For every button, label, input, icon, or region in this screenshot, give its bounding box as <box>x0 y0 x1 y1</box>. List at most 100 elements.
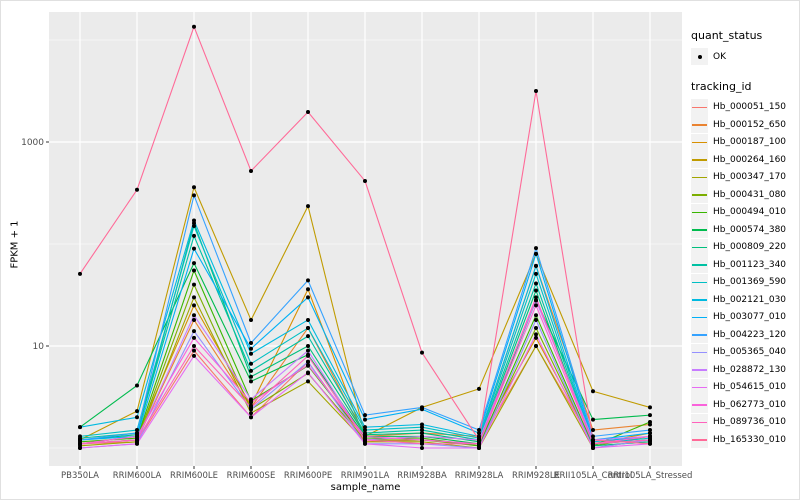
data-point <box>135 383 139 388</box>
legend-entry-label: Hb_054615_010 <box>713 382 787 393</box>
data-point <box>192 335 196 340</box>
data-point <box>591 446 595 450</box>
data-point <box>420 446 424 450</box>
legend-key <box>691 186 708 204</box>
data-point <box>249 368 253 373</box>
data-point <box>192 24 196 29</box>
data-point <box>135 431 139 436</box>
legend-tracking-id-title: tracking_id <box>691 79 752 93</box>
data-point <box>363 434 367 439</box>
legend-entry-label: Hb_003077_010 <box>713 312 787 323</box>
legend-entry: Hb_002121_030 <box>691 291 799 309</box>
data-point <box>591 389 595 394</box>
data-point <box>591 441 595 446</box>
legend-key <box>691 116 708 134</box>
legend-entry: Hb_000809_220 <box>691 238 799 257</box>
line-swatch-icon <box>692 229 707 231</box>
legend-entry: Hb_000152_650 <box>691 116 799 134</box>
data-point <box>78 434 82 439</box>
data-point <box>249 361 253 366</box>
line-swatch-icon <box>692 369 707 371</box>
data-point <box>363 425 367 430</box>
data-point <box>363 437 367 442</box>
legend-entry-label: Hb_000152_650 <box>713 119 787 130</box>
data-point <box>477 431 481 436</box>
line-swatch-icon <box>692 299 707 301</box>
data-point <box>306 287 310 292</box>
legend-entry-ok: OK <box>691 48 799 66</box>
data-point <box>306 359 310 364</box>
data-point <box>192 313 196 318</box>
data-point <box>477 437 481 442</box>
legend-key <box>691 238 708 256</box>
y-axis-title: FPKM + 1 <box>9 220 21 269</box>
data-point <box>306 278 310 283</box>
data-point <box>363 417 367 422</box>
data-point <box>78 437 82 442</box>
data-point <box>363 441 367 446</box>
data-point <box>306 348 310 353</box>
data-point <box>534 326 538 331</box>
y-tick-label: 10 <box>33 342 45 352</box>
data-point <box>306 370 310 375</box>
data-point <box>135 434 139 439</box>
data-point <box>363 413 367 418</box>
legend-entry: Hb_165330_010 <box>691 431 799 449</box>
data-point <box>363 428 367 433</box>
data-point <box>192 329 196 334</box>
data-point <box>477 441 481 446</box>
data-point <box>306 353 310 358</box>
data-point <box>534 89 538 94</box>
legend-key <box>691 413 708 431</box>
legend-key <box>691 256 708 274</box>
line-swatch-icon <box>692 106 707 109</box>
data-point <box>249 411 253 416</box>
legend-entry: Hb_001123_340 <box>691 256 799 274</box>
line-swatch-icon <box>692 194 707 196</box>
legend-key <box>691 326 708 344</box>
legend-entry-label: Hb_000431_080 <box>713 189 787 200</box>
data-point <box>135 415 139 420</box>
legend-entry-label: Hb_002121_030 <box>713 294 787 305</box>
line-swatch-icon <box>692 334 707 336</box>
data-point <box>648 441 652 446</box>
data-point <box>306 204 310 209</box>
data-point <box>591 417 595 422</box>
legend-entry: Hb_005365_040 <box>691 343 799 362</box>
data-point <box>306 326 310 331</box>
data-point <box>534 251 538 256</box>
legend-key <box>691 361 708 379</box>
data-point <box>420 405 424 410</box>
line-swatch-icon <box>692 264 707 266</box>
data-point <box>192 295 196 300</box>
legend-entry-label: Hb_005365_040 <box>713 347 787 358</box>
legend-key <box>691 151 708 169</box>
data-point <box>192 185 196 190</box>
data-point <box>192 224 196 229</box>
legend-entry: Hb_000494_010 <box>691 203 799 222</box>
data-point <box>534 313 538 318</box>
line-swatch-icon <box>692 351 707 354</box>
legend-key <box>691 431 708 449</box>
data-point <box>306 109 310 114</box>
data-point <box>192 246 196 251</box>
legend-quant-status-title: quant_status <box>691 29 763 42</box>
data-point <box>648 428 652 433</box>
x-tick-label: RRIM600LA <box>113 471 162 481</box>
data-point <box>192 233 196 238</box>
data-point <box>534 344 538 348</box>
line-swatch-icon <box>692 124 707 126</box>
legend-entry-label: Hb_000574_380 <box>713 224 787 235</box>
data-point <box>192 353 196 358</box>
data-point <box>534 303 538 308</box>
legend-key <box>691 168 708 186</box>
data-point <box>192 193 196 198</box>
legend-entry: Hb_001369_590 <box>691 273 799 292</box>
data-point <box>534 271 538 276</box>
line-swatch-icon <box>692 246 707 249</box>
line-swatch-icon <box>692 404 707 406</box>
legend-entry-label: OK <box>713 51 726 62</box>
point-icon <box>697 54 702 59</box>
legend: quant_status OK tracking_id Hb_000051_15… <box>691 29 799 463</box>
